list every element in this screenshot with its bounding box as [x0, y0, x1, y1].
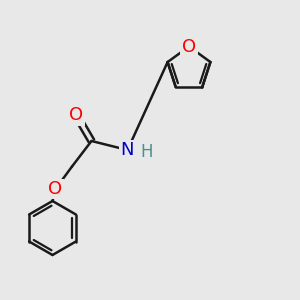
Text: O: O: [48, 180, 63, 198]
Text: H: H: [141, 143, 153, 161]
Text: O: O: [182, 38, 196, 56]
Text: O: O: [69, 106, 84, 124]
Text: N: N: [121, 141, 134, 159]
